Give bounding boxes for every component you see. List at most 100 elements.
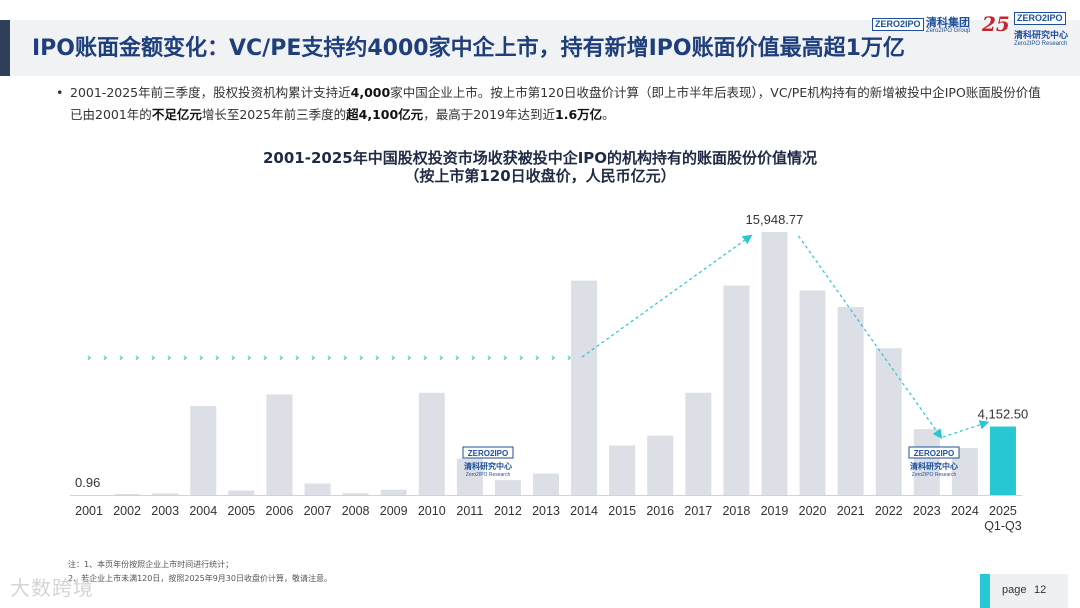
chart-logo-box (462, 446, 514, 459)
bar-2014 (571, 280, 598, 495)
trend-chevron: › (311, 351, 316, 364)
trend-chevron: › (135, 351, 140, 364)
x-tick-label-2007: 2007 (304, 504, 332, 518)
bar-2023 (913, 429, 940, 495)
bullet-dot: • (56, 85, 64, 100)
x-tick-label-2012: 2012 (494, 504, 522, 518)
trend-chevron: › (87, 351, 92, 364)
chart-subtitle: （按上市第120日收盘价，人民币亿元） (404, 167, 676, 185)
bar-2003 (152, 493, 179, 495)
bullet-text-4: ，最高于2019年达到近 (423, 107, 555, 122)
bar-2007 (304, 483, 331, 495)
bar-2025 (989, 426, 1016, 495)
trend-chevron: › (295, 351, 300, 364)
x-tick-label-2011: 2011 (456, 504, 483, 518)
trend-chevron: › (199, 351, 204, 364)
bullet-bold-4: 1.6万亿 (555, 107, 603, 122)
bullet-text-5: 。 (602, 107, 615, 122)
trend-chevron: › (215, 351, 220, 364)
data-label-2019: 15,948.77 (746, 212, 804, 227)
trend-chevron: › (103, 351, 108, 364)
page-number: 12 (1034, 584, 1047, 596)
trend-chevron: › (183, 351, 188, 364)
trend-chevron: › (327, 351, 332, 364)
bar-2015 (609, 445, 636, 495)
trend-chevron: › (167, 351, 172, 364)
trend-chevron: › (551, 351, 556, 364)
anniversary-25-logo: 25 (982, 12, 1010, 36)
x-tick-label-2009: 2009 (380, 504, 408, 518)
logo-group-en: Zero2IPO Group (926, 28, 971, 34)
x-tick-label-2025: 2025 Q1-Q3 (984, 504, 1022, 533)
x-tick-label-2010: 2010 (418, 504, 446, 518)
x-tick-label-2014: 2014 (570, 504, 598, 518)
bullet-bold-3: 超4,100亿元 (346, 107, 424, 122)
trend-chevron: › (439, 351, 444, 364)
zero2ipo-research-mark: ZERO2IPO (1014, 12, 1066, 25)
bar-2008 (342, 493, 369, 495)
trend-chevron: › (423, 351, 428, 364)
bar-2010 (418, 392, 445, 495)
trend-chevron: › (375, 351, 380, 364)
trend-chevron: › (279, 351, 284, 364)
trend-arrow-down (797, 235, 943, 439)
footnote-1: 注：1、本页年份按照企业上市时间进行统计； (68, 560, 234, 569)
trend-chevron: › (567, 351, 572, 364)
bar-2006 (266, 394, 293, 495)
bullet-text-2: 家中国企业上市。按上市第120日收盘价计算（即上市半年后表现），VC/PE机构持… (70, 85, 1041, 122)
trend-chevron: › (407, 351, 412, 364)
x-tick-label-2019: 2019 (761, 504, 789, 518)
x-tick-label-2004: 2004 (189, 504, 217, 518)
page-label: page (1002, 584, 1027, 596)
summary-bullet: • 2001-2025年前三季度，股权投资机构累计支持近4,000家中国企业上市… (56, 82, 1050, 126)
bar-2017 (685, 392, 712, 495)
zero2ipo-mark: ZERO2IPO (872, 18, 924, 31)
chart-logo-mark: ZERO2IPO (914, 449, 954, 458)
title-accent-bar (0, 20, 10, 76)
page-number-box (980, 574, 1068, 608)
zero2ipo-research-logo: ZERO2IPO 清科研究中心 Zero2IPO Research (1014, 8, 1074, 47)
bar-2018 (723, 285, 750, 495)
x-tick-label-2008: 2008 (342, 504, 370, 518)
logo-research-cn: 清科研究中心 (1014, 31, 1069, 41)
trend-chevron: › (503, 351, 508, 364)
trend-chevron: › (343, 351, 348, 364)
bar-2016 (647, 435, 674, 495)
trend-chevron: › (263, 351, 268, 364)
trend-chevron: › (471, 351, 476, 364)
data-label-2025: 4,152.50 (978, 407, 1029, 422)
trend-chevron: › (119, 351, 124, 364)
trend-chevron: › (359, 351, 364, 364)
x-tick-label-2023: 2023 (913, 504, 941, 518)
trend-arrow-up (581, 234, 753, 358)
footnote-2: 2、若企业上市未满120日，按照2025年9月30日收盘价计算，敬请注意。 (68, 574, 332, 583)
x-tick-label-2005: 2005 (227, 504, 255, 518)
x-tick-label-2002: 2002 (113, 504, 141, 518)
x-tick-label-2021: 2021 (837, 504, 865, 518)
chart-logo-cn: 清科研究中心 (910, 461, 958, 471)
trend-chevron: › (519, 351, 524, 364)
data-label-2001: 0.96 (75, 475, 100, 490)
trend-chevron: › (487, 351, 492, 364)
page-title: IPO账面金额变化：VC/PE支持约4000家中企上市，持有新增IPO账面价值最… (32, 36, 905, 61)
bullet-text-1: 2001-2025年前三季度，股权投资机构累计支持近 (70, 85, 351, 100)
trend-chevron: › (535, 351, 540, 364)
bullet-bold-2: 不足亿元 (151, 107, 202, 122)
chart-logo-box (908, 446, 960, 459)
bar-2004 (190, 405, 217, 495)
trend-chevron: › (247, 351, 252, 364)
bar-2022 (875, 348, 902, 495)
chart-logo-mark: ZERO2IPO (468, 449, 508, 458)
page-number-accent (980, 574, 990, 608)
x-tick-label-2017: 2017 (684, 504, 712, 518)
trend-arrow-rebound (942, 420, 990, 438)
bullet-text-3: 增长至2025年前三季度的 (201, 107, 347, 122)
x-tick-label-2001: 2001 (75, 504, 103, 518)
x-tick-label-2013: 2013 (532, 504, 560, 518)
x-tick-label-2024: 2024 (951, 504, 979, 518)
logo-research-en: Zero2IPO Research (1014, 41, 1068, 47)
bar-2002 (114, 494, 141, 495)
chart-title: 2001-2025年中国股权投资市场收获被投中企IPO的机构持有的账面股份价值情… (262, 149, 818, 167)
bar-2012 (494, 480, 521, 495)
